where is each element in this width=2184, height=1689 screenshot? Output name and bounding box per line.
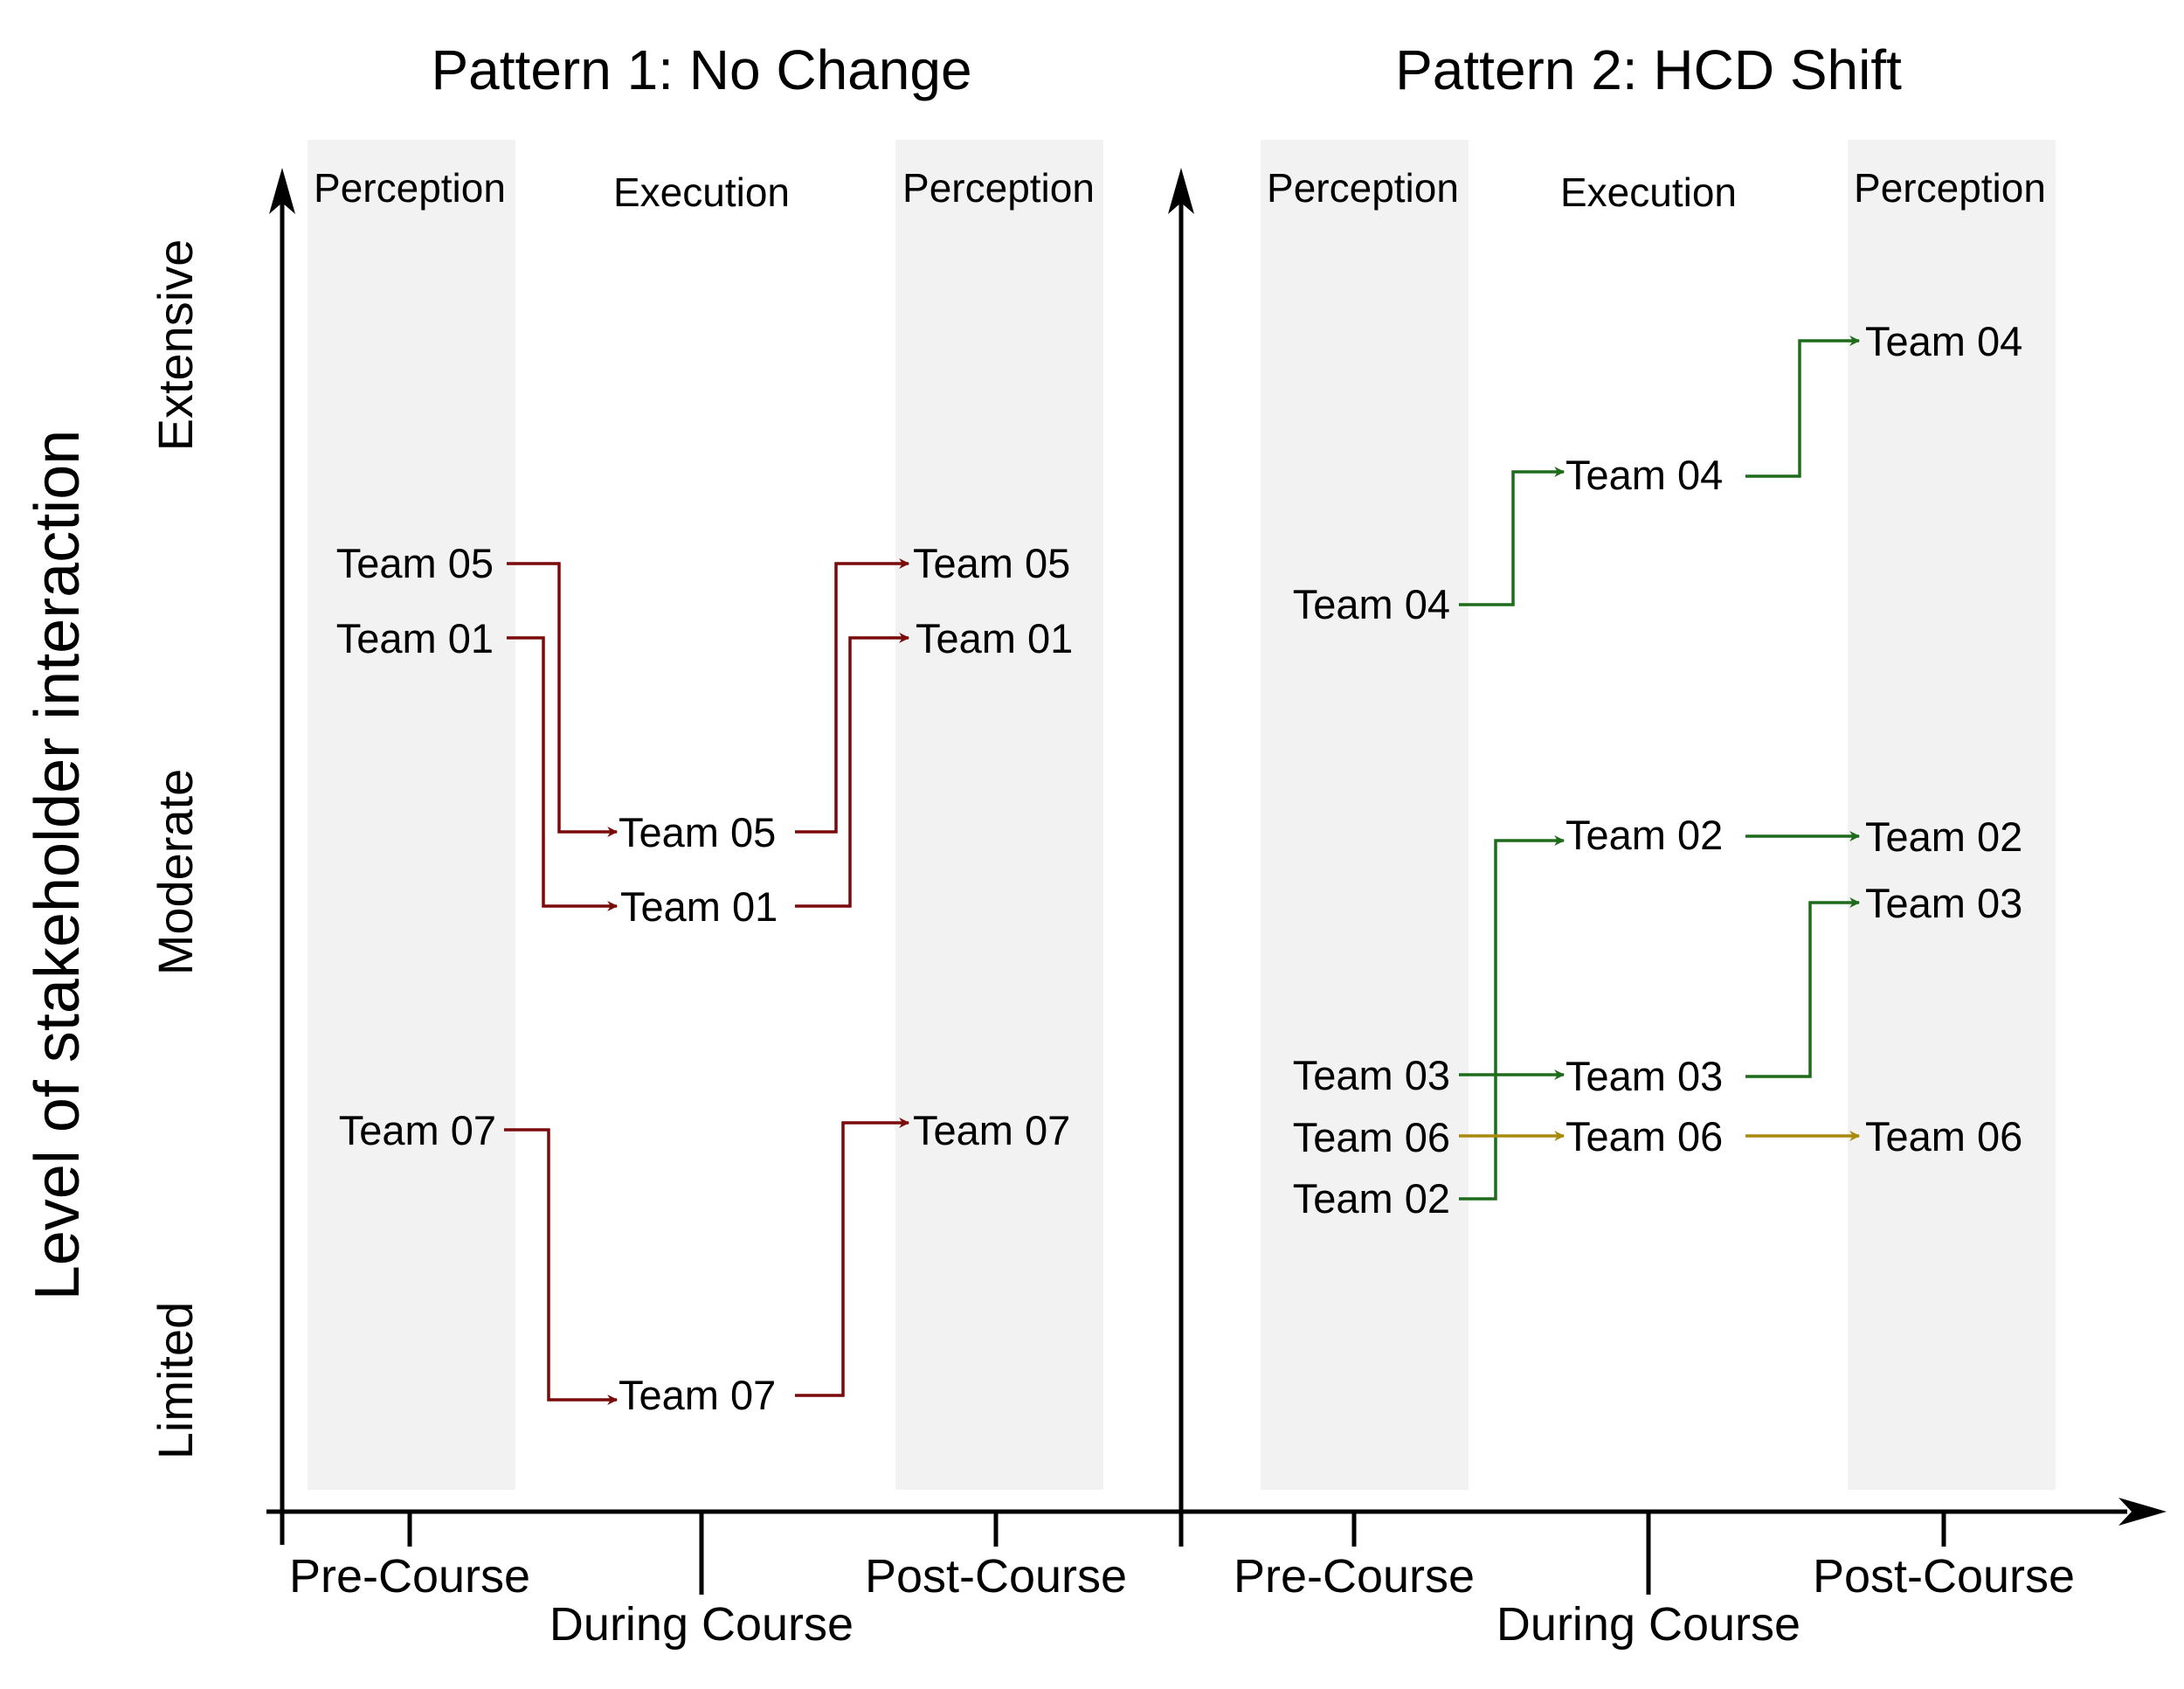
p2-team04-during-to-post (1745, 336, 1861, 478)
p1-team07-during-to-post (795, 1118, 910, 1397)
x-tick-p2-post: Post-Course (1813, 1550, 2075, 1602)
level-moderate: Moderate (148, 769, 203, 976)
p2-phase-during: Execution (1560, 170, 1737, 215)
x-tick-p2-during: During Course (1496, 1598, 1800, 1651)
x-tick-p1-pre: Pre-Course (289, 1550, 530, 1602)
p2-team02-pre-to-during (1459, 835, 1565, 1201)
band-p1-post (895, 140, 1103, 1490)
y-axis-label: Level of stakeholder interaction (23, 430, 93, 1301)
p1-pre-team01: Team 01 (336, 615, 494, 661)
p1-team05-pre-to-during (507, 562, 619, 837)
p2-pre-team06: Team 06 (1293, 1114, 1450, 1160)
p2-phase-post: Perception (1854, 165, 2046, 211)
band-p2-pre (1261, 140, 1469, 1490)
p2-post-team03: Team 03 (1865, 880, 2022, 926)
p1-phase-post: Perception (902, 165, 1095, 211)
level-extensive: Extensive (148, 239, 203, 452)
p1-team05-during-to-post (795, 558, 910, 834)
band-p2-post (1848, 140, 2056, 1490)
panel-2-title: Pattern 2: HCD Shift (1395, 38, 1902, 101)
p2-post-team06: Team 06 (1865, 1113, 2022, 1159)
p2-team03-during-to-post (1745, 897, 1861, 1078)
y-axis-p2-arrowhead (1168, 168, 1194, 214)
p1-team07-pre-to-during (504, 1128, 619, 1405)
p1-pre-team07: Team 07 (339, 1107, 496, 1153)
p1-team01-pre-to-during (507, 636, 619, 911)
p1-post-team01: Team 01 (916, 615, 1073, 661)
p1-during-team01: Team 01 (620, 883, 778, 930)
p1-post-team05: Team 05 (913, 540, 1070, 586)
p2-post-team04: Team 04 (1865, 318, 2022, 364)
p1-phase-during: Execution (613, 170, 790, 215)
p2-during-team04: Team 04 (1565, 452, 1723, 498)
panel-1-title: Pattern 1: No Change (431, 38, 971, 101)
p1-phase-pre: Perception (314, 165, 506, 211)
level-limited: Limited (148, 1302, 203, 1460)
p2-pre-team02: Team 02 (1293, 1175, 1450, 1222)
x-tick-p2-pre: Pre-Course (1234, 1550, 1475, 1602)
p2-pre-team04: Team 04 (1293, 581, 1450, 627)
p2-during-team02: Team 02 (1565, 812, 1723, 858)
p2-pre-team03: Team 03 (1293, 1052, 1450, 1098)
p2-during-team06: Team 06 (1565, 1113, 1723, 1159)
p2-post-team02: Team 02 (1865, 813, 2022, 860)
p2-phase-pre: Perception (1267, 165, 1459, 211)
p2-during-team03: Team 03 (1565, 1053, 1723, 1099)
p1-pre-team05: Team 05 (336, 540, 494, 586)
band-p1-pre (308, 140, 515, 1490)
p2-team04-pre-to-during (1459, 467, 1565, 606)
y-axis-p1-arrowhead (269, 168, 295, 214)
p1-during-team07: Team 07 (619, 1372, 776, 1418)
p1-team01-during-to-post (795, 633, 910, 908)
x-tick-p1-during: During Course (549, 1598, 854, 1651)
x-tick-p1-post: Post-Course (865, 1550, 1127, 1602)
p1-post-team07: Team 07 (913, 1107, 1070, 1153)
p1-during-team05: Team 05 (619, 809, 776, 855)
x-axis-arrowhead (2118, 1498, 2167, 1526)
